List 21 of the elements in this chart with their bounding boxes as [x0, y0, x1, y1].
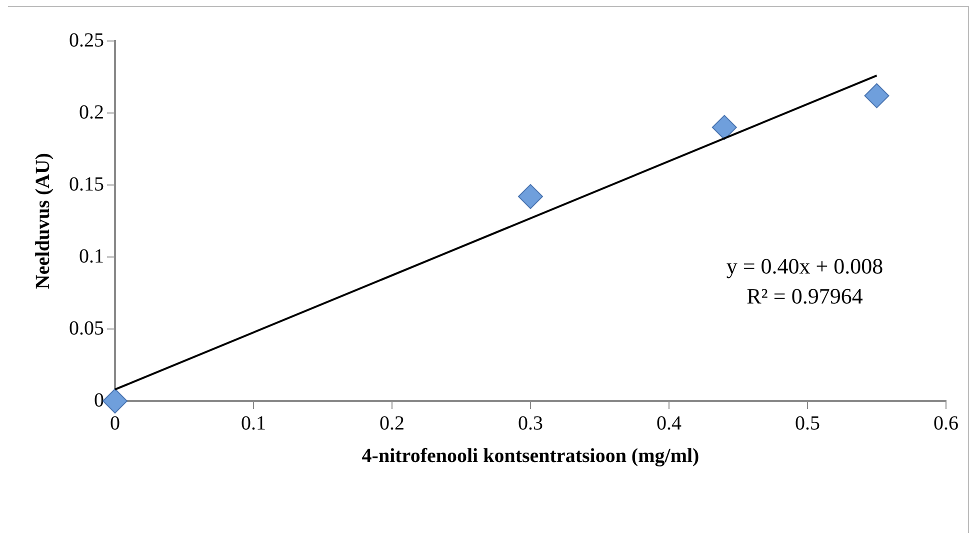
y-tick-label: 0.2 [79, 101, 104, 124]
point [102, 388, 128, 414]
x-axis-title: 4-nitrofenooli kontsentratsioon (mg/ml) [362, 445, 700, 468]
y-tick-label: 0.1 [79, 245, 104, 268]
x-tick-label: 0.2 [380, 412, 404, 434]
y-tick-label: 0.15 [69, 173, 104, 196]
y-tick-label: 0 [94, 389, 104, 412]
annotation: R² = 0.97964 [746, 284, 863, 309]
x-tick-label: 0.3 [518, 412, 543, 434]
point [712, 114, 737, 140]
annotation: y = 0.40x + 0.008 [726, 254, 884, 279]
x-tick-label: 0.4 [656, 412, 682, 434]
x-tick-label: 0.1 [241, 412, 266, 434]
x-tick-label: 0 [110, 412, 120, 434]
point [518, 184, 543, 210]
y-tick-label: 0.05 [69, 317, 104, 340]
y-axis-title: Neelduvus (AU) [32, 152, 54, 290]
y-tick-label: 0.25 [69, 29, 104, 52]
x-tick-label: 0.5 [795, 412, 820, 434]
x-tick-label: 0.6 [934, 412, 958, 434]
point [864, 83, 890, 108]
